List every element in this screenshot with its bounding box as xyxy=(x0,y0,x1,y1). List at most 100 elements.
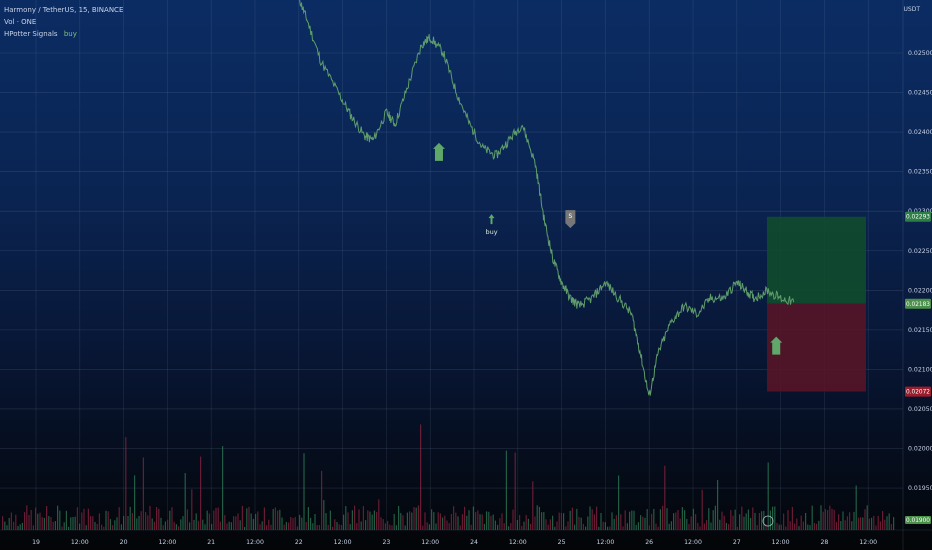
volume-bar xyxy=(261,521,263,530)
volume-bar xyxy=(741,506,743,530)
volume-bar xyxy=(635,524,637,530)
volume-bar xyxy=(721,511,723,530)
volume-bar xyxy=(752,507,754,530)
volume-bar xyxy=(613,518,615,530)
x-tick-label: 12:00 xyxy=(246,539,264,546)
volume-bar xyxy=(609,526,611,530)
volume-bar xyxy=(835,522,837,530)
volume-bar xyxy=(395,525,397,530)
legend-indicator[interactable]: HPotter Signals buy xyxy=(4,30,77,38)
legend-symbol[interactable]: Harmony / TetherUS, 15, BINANCE xyxy=(4,6,123,14)
volume-bar xyxy=(501,513,503,530)
volume-bar xyxy=(76,507,78,530)
volume-bar xyxy=(378,499,380,530)
volume-bar xyxy=(547,524,549,530)
volume-bar xyxy=(263,507,265,530)
volume-bar xyxy=(536,505,538,530)
entry-price-badge xyxy=(905,298,931,309)
volume-bar xyxy=(312,523,314,530)
volume-bar xyxy=(123,516,125,530)
volume-bar xyxy=(448,523,450,530)
volume-bar xyxy=(532,481,534,530)
volume-bar xyxy=(745,513,747,530)
volume-bar xyxy=(761,511,763,530)
volume-bar xyxy=(340,524,342,530)
volume-bar xyxy=(490,515,492,530)
volume-bar xyxy=(380,517,382,530)
volume-bar xyxy=(871,517,873,530)
volume-bar xyxy=(675,512,677,530)
volume-bar xyxy=(283,524,285,530)
volume-bar xyxy=(514,452,516,530)
volume-bar xyxy=(754,512,756,530)
volume-bar xyxy=(455,512,457,530)
volume-bar xyxy=(598,526,600,530)
volume-bar xyxy=(659,509,661,530)
volume-bar xyxy=(140,511,142,530)
volume-bar xyxy=(57,505,59,530)
volume-bar xyxy=(400,513,402,530)
volume-bar xyxy=(789,521,791,530)
volume-bar xyxy=(648,525,650,530)
volume-bar xyxy=(112,525,114,530)
y-tick-label: 0.02100 xyxy=(908,366,932,373)
volume-bar xyxy=(717,479,719,530)
volume-bar xyxy=(336,522,338,530)
y-tick-label: 0.02150 xyxy=(908,327,932,334)
volume-bar xyxy=(131,513,133,530)
y-tick-label: 0.02500 xyxy=(908,50,932,57)
volume-bar xyxy=(730,510,732,530)
volume-bar xyxy=(846,516,848,530)
volume-bar xyxy=(398,506,400,530)
volume-bar xyxy=(358,509,360,530)
volume-bar xyxy=(10,512,12,530)
volume-bar xyxy=(156,507,158,530)
volume-bar xyxy=(294,517,296,530)
volume-bar xyxy=(655,523,657,530)
volume-bar xyxy=(450,513,452,530)
volume-bar xyxy=(114,520,116,530)
buy-signal-label: buy xyxy=(485,228,497,236)
volume-bar xyxy=(120,524,122,530)
volume-bar xyxy=(145,512,147,530)
volume-bar xyxy=(725,522,727,530)
volume-bar xyxy=(596,506,598,530)
volume-bar xyxy=(626,523,628,530)
volume-bar xyxy=(153,521,155,530)
volume-bar xyxy=(802,521,804,530)
volume-bar xyxy=(893,517,895,530)
volume-bar xyxy=(68,526,70,530)
volume-bar xyxy=(6,525,8,530)
volume-bar xyxy=(226,523,228,530)
volume-bar xyxy=(369,511,371,530)
volume-bar xyxy=(255,513,257,530)
clock-icon xyxy=(762,515,774,527)
volume-bar xyxy=(844,520,846,530)
volume-bar xyxy=(303,453,305,530)
volume-bar xyxy=(523,521,525,530)
stop-zone xyxy=(767,303,866,392)
volume-bar xyxy=(30,509,32,530)
volume-bar xyxy=(257,511,259,530)
volume-bar xyxy=(96,523,98,530)
volume-bar xyxy=(875,525,877,530)
volume-bar xyxy=(541,512,543,530)
x-tick-label: 12:00 xyxy=(509,539,527,546)
volume-bar xyxy=(530,523,532,530)
volume-bar xyxy=(840,521,842,530)
volume-bar xyxy=(382,519,384,530)
y-tick-label: 0.02050 xyxy=(908,406,932,413)
volume-bar xyxy=(204,524,206,530)
legend-volume[interactable]: Vol · ONE xyxy=(4,18,36,26)
volume-bar xyxy=(472,506,474,530)
volume-bar xyxy=(138,515,140,530)
volume-bar xyxy=(604,522,606,530)
volume-bar xyxy=(107,511,109,530)
volume-bar xyxy=(246,508,248,530)
volume-bar xyxy=(72,516,74,530)
volume-bar xyxy=(41,517,43,530)
volume-bar xyxy=(479,514,481,530)
volume-bar xyxy=(228,521,230,530)
volume-bar xyxy=(864,509,866,530)
